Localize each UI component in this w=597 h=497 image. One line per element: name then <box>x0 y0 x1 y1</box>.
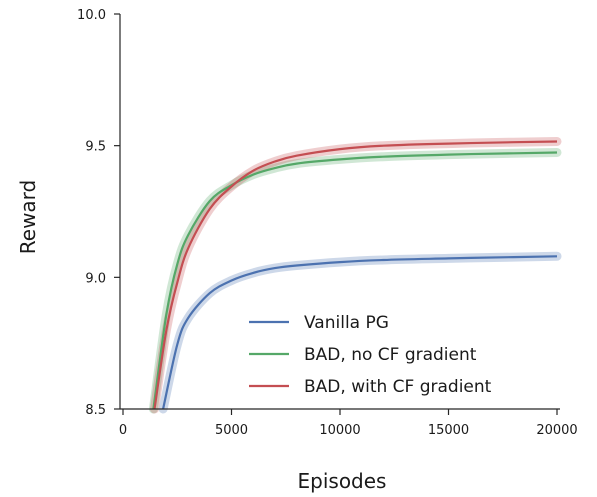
x-tick-label: 5000 <box>215 423 248 438</box>
y-axis-title: Reward <box>16 180 40 254</box>
ticks: 8.5 9.0 9.5 10.0 0 5000 10000 15000 20000 <box>77 8 578 438</box>
legend-label: BAD, no CF gradient <box>304 345 477 365</box>
y-tick-label: 9.0 <box>85 271 106 286</box>
y-tick-label: 10.0 <box>77 8 106 23</box>
x-tick-label: 0 <box>119 423 127 438</box>
y-tick-label: 8.5 <box>85 403 106 418</box>
legend-label: Vanilla PG <box>304 313 389 333</box>
x-tick-label: 15000 <box>428 423 469 438</box>
series-line <box>162 255 558 410</box>
legend: Vanilla PG BAD, no CF gradient BAD, with C… <box>249 313 492 397</box>
series-lines <box>152 140 558 410</box>
x-axis-title: Episodes <box>298 469 387 493</box>
x-tick-label: 10000 <box>319 423 360 438</box>
legend-label: BAD, with CF gradient <box>304 377 492 397</box>
x-tick-label: 20000 <box>536 423 577 438</box>
confidence-bands <box>148 137 562 414</box>
y-tick-label: 9.5 <box>85 140 106 155</box>
series-line <box>152 151 558 410</box>
series-line <box>153 140 558 410</box>
series-band <box>150 137 562 414</box>
series-band <box>148 148 562 414</box>
